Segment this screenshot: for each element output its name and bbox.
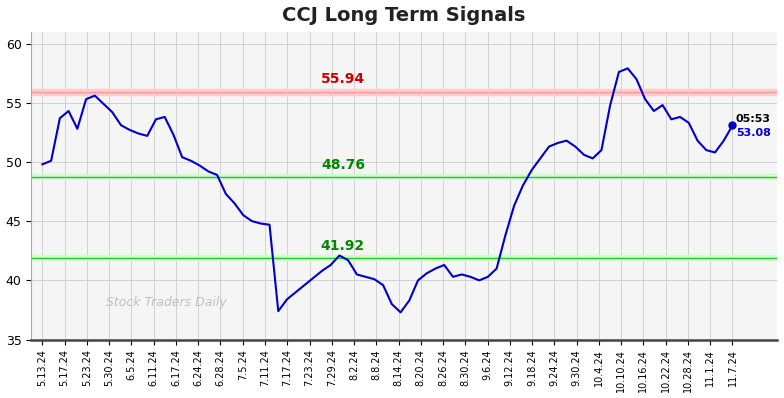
Text: 41.92: 41.92 — [321, 239, 365, 253]
Bar — [31, 174, 777, 179]
Bar — [31, 89, 777, 95]
Text: 55.94: 55.94 — [321, 72, 365, 86]
Text: Stock Traders Daily: Stock Traders Daily — [106, 296, 227, 309]
Text: 53.08: 53.08 — [736, 128, 771, 138]
Bar — [31, 255, 777, 260]
Title: CCJ Long Term Signals: CCJ Long Term Signals — [282, 6, 526, 25]
Text: 48.76: 48.76 — [321, 158, 365, 172]
Text: 05:53: 05:53 — [736, 114, 771, 124]
